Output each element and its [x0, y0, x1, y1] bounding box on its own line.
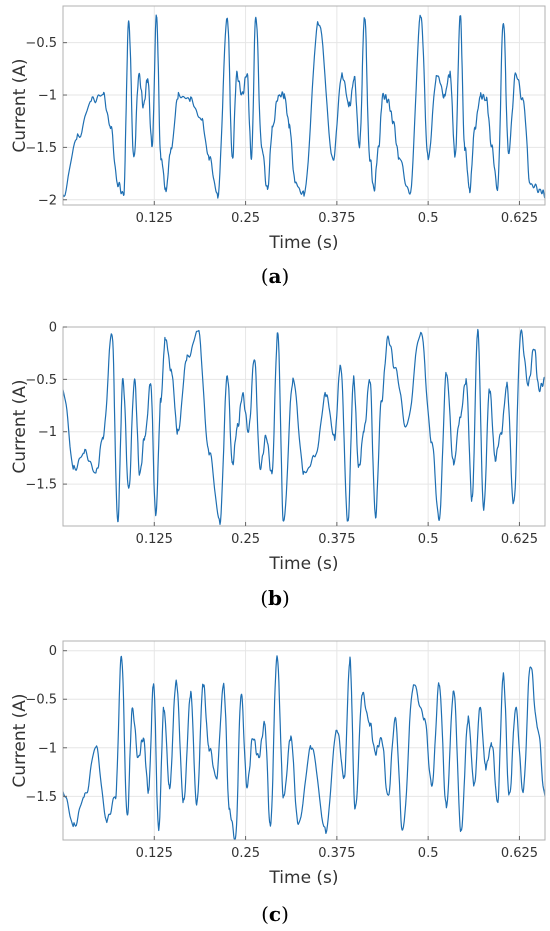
grid-a: [63, 6, 545, 205]
y-tick-label-a-0: −2: [38, 193, 57, 208]
x-tick-label-a-1: 0.25: [231, 211, 260, 226]
chart-panel-b: 0.125 0.25 0.375 0.5 0.625 −1.5 −1 −0.5 0 Time (s…: [0, 315, 550, 580]
caption-b-letter: b: [268, 586, 282, 610]
grid-c: [63, 641, 545, 840]
x-tick-label-c-2: 0.375: [318, 846, 355, 861]
y-tick-label-a-2: −1: [38, 89, 57, 104]
axes-frame-b: [62, 326, 546, 527]
y-tick-label-c-1: −1: [38, 741, 57, 756]
series-line-b-0: [62, 328, 546, 525]
x-axis-title-a: Time (s): [268, 233, 338, 253]
y-axis-title-b: Current (A): [10, 379, 30, 473]
caption-a: (a): [260, 264, 290, 288]
axes-frame-a: [62, 5, 546, 206]
chart-panel-c: 0.125 0.25 0.375 0.5 0.625 −1.5 −1 −0.5 0 Time (s…: [0, 635, 550, 897]
x-tick-label-c-0: 0.125: [136, 846, 173, 861]
x-tick-label-c-3: 0.5: [418, 846, 439, 861]
chart-c-svg: 0.125 0.25 0.375 0.5 0.625 −1.5 −1 −0.5 0 Time (s…: [10, 640, 546, 888]
grid-b: [63, 326, 545, 526]
x-axis-title-c: Time (s): [268, 868, 338, 888]
y-tick-label-a-3: −0.5: [25, 36, 57, 51]
axes-frame-c: [62, 640, 546, 841]
x-tick-label-a-2: 0.375: [318, 211, 355, 226]
x-tick-label-b-0: 0.125: [136, 532, 173, 547]
y-axis-title-c: Current (A): [10, 693, 30, 787]
x-tick-label-b-1: 0.25: [231, 532, 260, 547]
chart-panel-a: 0.125 0.25 0.375 0.5 0.625 −2 −1.5 −1 −0.5 Time (…: [0, 0, 550, 258]
chart-b-svg: 0.125 0.25 0.375 0.5 0.625 −1.5 −1 −0.5 0 Time (s…: [10, 321, 546, 574]
y-tick-label-c-3: 0: [49, 644, 57, 659]
y-tick-label-b-3: 0: [49, 321, 57, 336]
y-tick-label-b-0: −1.5: [25, 478, 57, 493]
caption-c-letter: c: [268, 902, 282, 926]
y-tick-label-c-2: −0.5: [25, 693, 57, 708]
x-tick-label-a-0: 0.125: [136, 211, 173, 226]
x-tick-label-a-4: 0.625: [501, 211, 538, 226]
y-tick-label-a-1: −1.5: [25, 141, 57, 156]
caption-b: (b): [260, 586, 290, 610]
series-line-a-0: [62, 14, 546, 199]
x-tick-label-c-4: 0.625: [501, 846, 538, 861]
caption-c: (c): [261, 902, 289, 926]
chart-a-svg: 0.125 0.25 0.375 0.5 0.625 −2 −1.5 −1 −0.5 Time (…: [10, 5, 546, 253]
x-axis-title-b: Time (s): [268, 554, 338, 574]
y-tick-label-b-2: −0.5: [25, 373, 57, 388]
x-tick-label-b-2: 0.375: [318, 532, 355, 547]
series-line-c-0: [62, 655, 546, 841]
x-tick-label-b-4: 0.625: [501, 532, 538, 547]
x-tick-label-c-1: 0.25: [231, 846, 260, 861]
y-tick-label-c-0: −1.5: [25, 790, 57, 805]
caption-a-letter: a: [268, 264, 282, 288]
x-tick-label-a-3: 0.5: [418, 211, 439, 226]
x-tick-label-b-3: 0.5: [418, 532, 439, 547]
y-tick-label-b-1: −1: [38, 425, 57, 440]
y-axis-title-a: Current (A): [10, 58, 30, 152]
